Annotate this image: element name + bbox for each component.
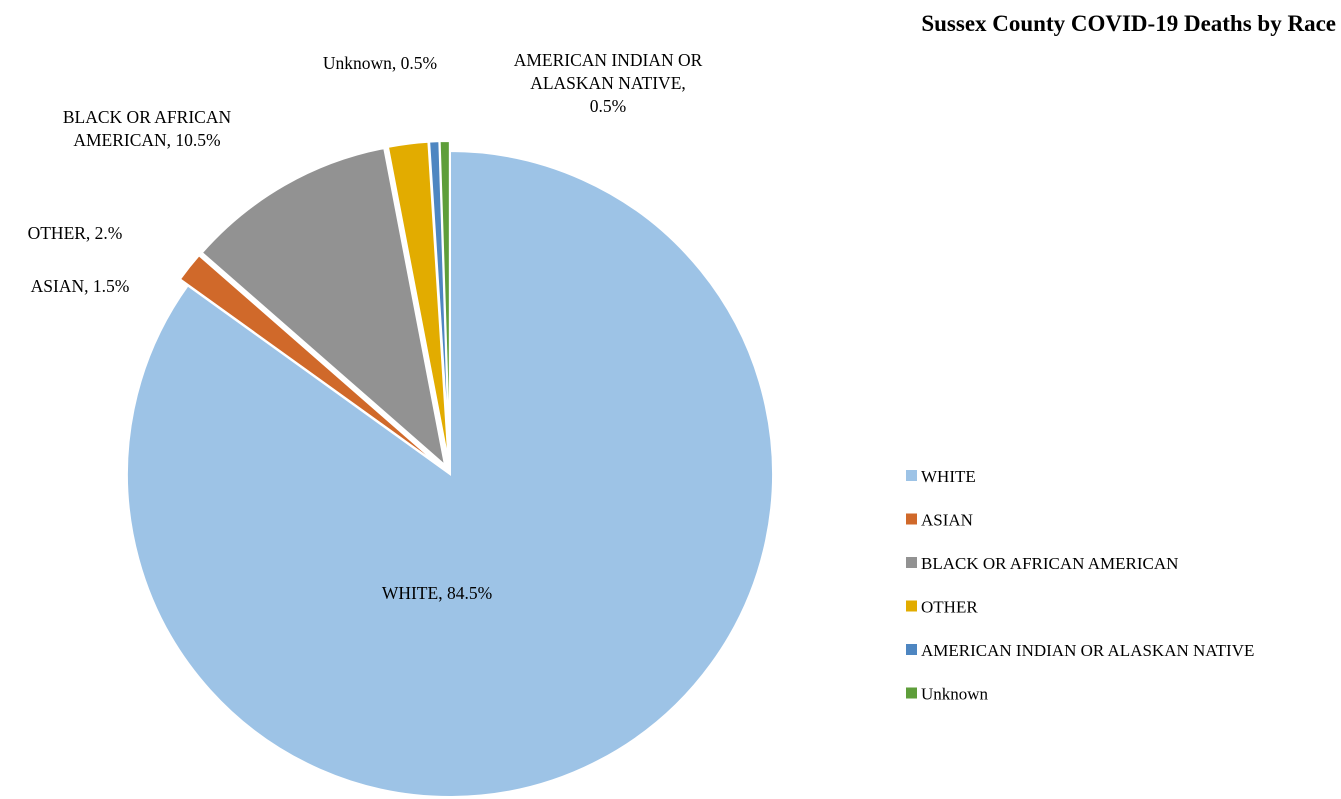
slice-white xyxy=(126,149,774,798)
legend: WHITE ASIAN BLACK OR AFRICAN AMERICAN OTHER… xyxy=(906,467,1254,704)
pie-slices xyxy=(126,140,774,798)
legend-item-american-indian-or-alaskan-native: AMERICAN INDIAN OR ALASKAN NATIVE xyxy=(906,641,1254,660)
legend-item-black-or-african-american: BLACK OR AFRICAN AMERICAN xyxy=(906,554,1178,573)
slice-asian xyxy=(178,253,443,469)
legend-item-other: OTHER xyxy=(906,598,978,617)
data-label-black-or-african-american: BLACK OR AFRICAN AMERICAN, 10.5% xyxy=(63,107,232,150)
legend-item-white: WHITE xyxy=(906,467,976,486)
slice-unknown xyxy=(438,140,451,465)
legend-item-unknown: Unknown xyxy=(906,685,989,704)
data-label-white: WHITE, 84.5% xyxy=(382,583,492,603)
legend-label: WHITE xyxy=(921,467,976,486)
legend-swatch xyxy=(906,644,917,655)
legend-label: ASIAN xyxy=(921,511,973,530)
legend-swatch xyxy=(906,687,917,699)
legend-label: AMERICAN INDIAN OR ALASKAN NATIVE xyxy=(921,641,1254,660)
legend-label: OTHER xyxy=(921,598,978,617)
data-label-other: OTHER, 2.% xyxy=(28,223,123,243)
legend-label: BLACK OR AFRICAN AMERICAN xyxy=(921,554,1178,573)
slice-labels: WHITE, 84.5% ASIAN, 1.5% BLACK OR AFRICAN A… xyxy=(28,50,703,603)
legend-swatch xyxy=(906,600,917,612)
legend-label: Unknown xyxy=(921,685,989,704)
data-label-unknown: Unknown, 0.5% xyxy=(323,53,437,73)
legend-swatch xyxy=(906,513,917,525)
legend-swatch xyxy=(906,557,917,568)
data-label-asian: ASIAN, 1.5% xyxy=(31,276,130,296)
data-label-american-indian-or-alaskan-native: AMERICAN INDIAN OR ALASKAN NATIVE, 0.5% xyxy=(514,50,703,116)
legend-swatch xyxy=(906,470,917,481)
chart-title: Sussex County COVID-19 Deaths by Race xyxy=(921,11,1336,36)
legend-item-asian: ASIAN xyxy=(906,511,973,530)
slice-black-or-african-american xyxy=(200,146,447,468)
